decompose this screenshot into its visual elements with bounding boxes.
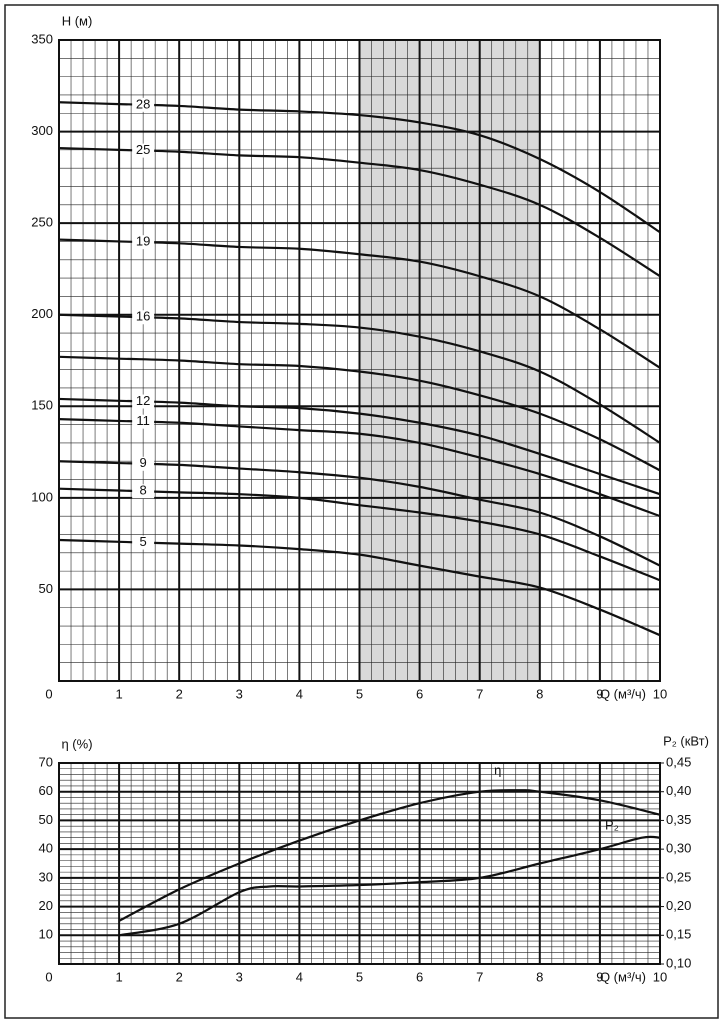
x-tick-label: 1 — [115, 969, 122, 984]
y-tick-label: 20 — [39, 898, 53, 913]
y2-tick-label: 0,35 — [666, 812, 691, 827]
curve-label-bg — [132, 97, 155, 112]
plot-frame — [58, 762, 661, 965]
x-tick-label: 9 — [596, 686, 603, 701]
curve-label: P₂ — [605, 817, 619, 832]
x-axis-label: Q (м³/ч) — [600, 686, 646, 701]
y2-tick-label: 0,25 — [666, 869, 691, 884]
y-axis-label: H (м) — [62, 13, 93, 28]
y-tick-label: 150 — [31, 398, 53, 413]
y2-axis-label: P₂ (кВт) — [663, 733, 709, 748]
curve-label-bg — [132, 414, 155, 429]
page-frame — [4, 4, 719, 1019]
x-tick-label: 2 — [176, 686, 183, 701]
y-axis-label: η (%) — [61, 736, 92, 751]
curve — [58, 355, 661, 472]
y-tick-label: 50 — [39, 581, 53, 596]
y-tick-label: 250 — [31, 215, 53, 230]
x-tick-label: 10 — [653, 686, 667, 701]
y-tick-label: 350 — [31, 31, 53, 46]
y-tick-label: 200 — [31, 306, 53, 321]
curve-label: 8 — [140, 483, 147, 498]
curve — [58, 313, 661, 444]
x-tick-label: 10 — [653, 969, 667, 984]
curve — [58, 101, 661, 234]
y2-tick-label: 0,10 — [666, 955, 691, 970]
curve — [58, 460, 661, 567]
x-tick-label: 5 — [356, 969, 363, 984]
curve-label-bg — [132, 535, 155, 550]
x-axis-label: Q (м³/ч) — [600, 969, 646, 984]
curve-label: 11 — [136, 413, 150, 428]
curve — [118, 789, 661, 922]
curve-label-bg — [132, 143, 155, 158]
x-tick-label: 8 — [536, 969, 543, 984]
y2-tick-label: 0,40 — [666, 783, 691, 798]
y2-tick-label: 0,30 — [666, 841, 691, 856]
x-tick-label: 0 — [45, 969, 52, 984]
curve-label: 28 — [136, 96, 150, 111]
y2-tick-label: 0,45 — [666, 754, 691, 769]
plot-frame — [58, 39, 661, 682]
x-tick-label: 7 — [476, 686, 483, 701]
x-tick-label: 1 — [115, 686, 122, 701]
x-tick-label: 9 — [596, 969, 603, 984]
x-tick-label: 4 — [296, 686, 303, 701]
x-tick-label: 3 — [236, 686, 243, 701]
y2-tick-label: 0,20 — [666, 898, 691, 913]
y-tick-label: 100 — [31, 489, 53, 504]
curve-label-bg — [132, 235, 155, 250]
curve-label: 19 — [136, 234, 150, 249]
x-tick-label: 6 — [416, 686, 423, 701]
x-tick-label: 4 — [296, 969, 303, 984]
x-tick-label: 8 — [536, 686, 543, 701]
curve — [58, 146, 661, 278]
x-tick-label: 3 — [236, 969, 243, 984]
curve — [58, 397, 661, 496]
curve-label: 25 — [136, 142, 150, 157]
y2-tick-label: 0,15 — [666, 927, 691, 942]
curve — [118, 835, 661, 937]
curve-label: 16 — [136, 309, 150, 324]
x-tick-label: 7 — [476, 969, 483, 984]
curve-label-bg — [132, 484, 155, 499]
y-tick-label: 30 — [39, 869, 53, 884]
y-tick-label: 40 — [39, 841, 53, 856]
y-tick-label: 60 — [39, 783, 53, 798]
curve-label-bg — [132, 394, 155, 409]
x-tick-label: 0 — [45, 686, 52, 701]
curve — [58, 487, 661, 582]
curve-label-bg — [132, 456, 155, 471]
curve-label-bg — [132, 310, 155, 325]
curve-label: η — [494, 763, 501, 778]
curve — [58, 418, 661, 518]
y-tick-label: 70 — [39, 754, 53, 769]
curve — [58, 238, 661, 369]
x-tick-label: 5 — [356, 686, 363, 701]
curve-label: 9 — [140, 455, 147, 470]
curve-label: 12 — [136, 393, 150, 408]
x-tick-label: 6 — [416, 969, 423, 984]
y-tick-label: 50 — [39, 812, 53, 827]
curve — [58, 538, 661, 637]
x-tick-label: 2 — [176, 969, 183, 984]
y-tick-label: 300 — [31, 123, 53, 138]
y-tick-label: 10 — [39, 927, 53, 942]
curve-label: 5 — [140, 534, 147, 549]
